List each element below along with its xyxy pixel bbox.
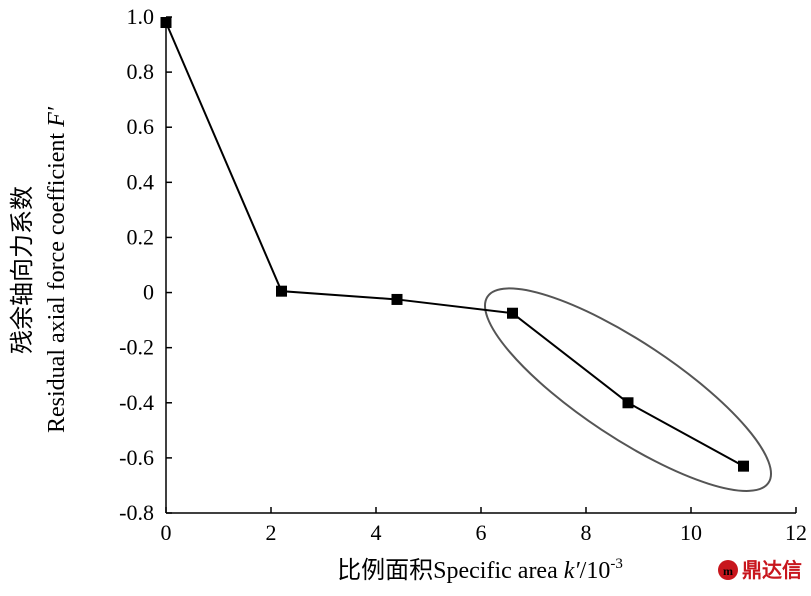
x-tick-label: 10	[680, 520, 702, 545]
y-axis-title-en: Residual axial force coefficient F′	[44, 106, 70, 433]
watermark-icon-glyph: m	[723, 564, 733, 578]
y-tick-label: 0.6	[127, 114, 155, 139]
y-tick-label: 0	[143, 280, 154, 305]
data-point	[738, 460, 749, 472]
y-tick-label: -0.4	[119, 390, 154, 415]
y-tick-label: 1.0	[127, 4, 155, 29]
watermark-text: 鼎达信	[742, 558, 802, 582]
y-tick-label: 0.2	[127, 224, 155, 249]
x-tick-label: 12	[785, 520, 807, 545]
x-tick-label: 8	[581, 520, 592, 545]
watermark-icon	[718, 560, 738, 580]
data-point	[507, 307, 518, 319]
y-tick-label: -0.2	[119, 335, 154, 360]
data-point	[622, 397, 634, 409]
y-tick-label: -0.8	[119, 500, 154, 525]
data-point	[391, 293, 403, 305]
axes	[165, 16, 797, 514]
watermark-logo: m 鼎达信	[718, 558, 802, 582]
highlight-ellipse	[484, 287, 772, 492]
annotation-layer	[484, 287, 772, 492]
x-axis-title: 比例面积Specific area k′/10-3	[337, 556, 623, 584]
data-point	[276, 285, 287, 297]
y-tick-label: -0.6	[119, 445, 154, 470]
x-tick-label: 2	[266, 520, 277, 545]
x-tick-label: 0	[161, 520, 172, 545]
y-tick-label: 0.8	[127, 59, 155, 84]
data-point	[160, 17, 172, 29]
y-axis-title-cn: 残余轴向力系数	[9, 186, 36, 354]
series-layer	[160, 17, 749, 472]
x-tick-label: 4	[371, 520, 382, 545]
tick-labels: 0 2 4 6 8 10 12 -0.8 -0.6 -0.4 -0.2 0 0.2 0.4 0.6 0.8 1.…	[119, 4, 807, 545]
series-line	[165, 22, 744, 468]
x-tick-label: 6	[476, 520, 487, 545]
y-tick-label: 0.4	[127, 169, 155, 194]
